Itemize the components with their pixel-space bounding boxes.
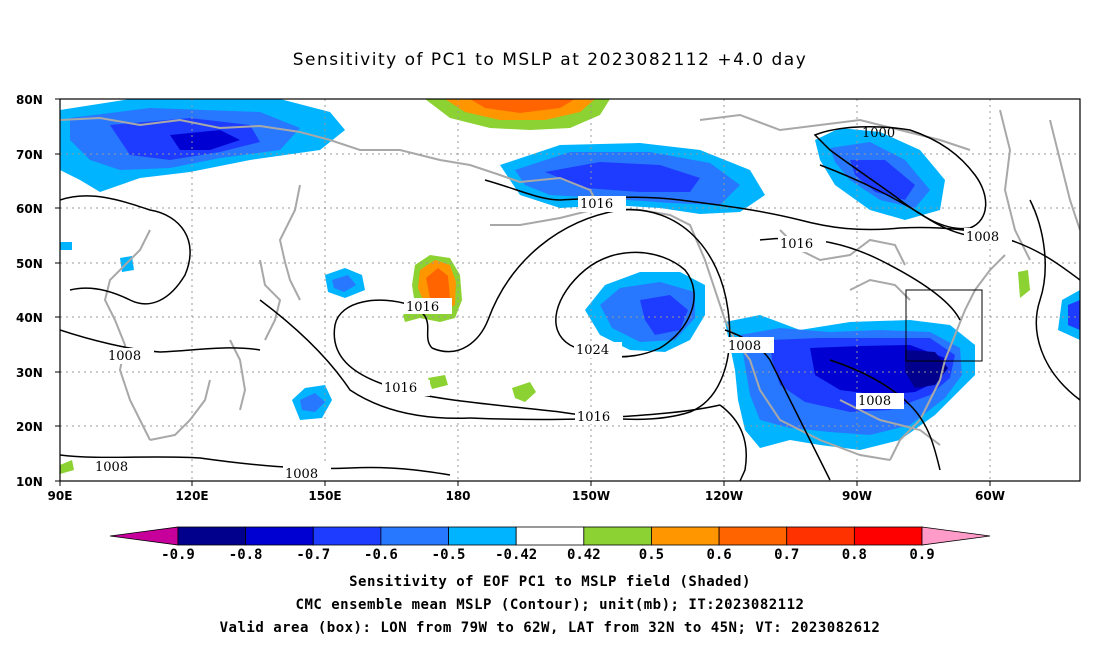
colorbar-segment <box>448 526 517 546</box>
shade-alaska-core <box>545 162 700 192</box>
contour-label-1008-ne: 1008 <box>966 230 999 245</box>
shade-green-small2 <box>512 382 536 402</box>
contour-1008-atlantic <box>1029 199 1080 401</box>
lat-label: 80N <box>16 93 43 107</box>
contour-1008-west <box>60 329 261 353</box>
shade-siberia-dark <box>170 130 240 150</box>
shade-atlantic-core <box>1068 300 1080 330</box>
map-area: 1000 1008 1016 1016 1016 1024 1016 1016 … <box>60 99 1080 482</box>
contour-siberia-1008 <box>60 195 191 305</box>
shade-nepac-core <box>640 295 688 335</box>
lon-label: 180 <box>445 489 470 503</box>
colorbar-tick-label: 0.9 <box>909 547 934 563</box>
mslp-contours <box>60 125 1080 481</box>
longitude-labels: 90E 120E 150E 180 150W 120W 90W 60W <box>48 489 1005 503</box>
lon-label: 120W <box>705 489 743 503</box>
shade-canada-core <box>850 160 915 200</box>
colorbar-tick-label: -0.9 <box>161 547 195 563</box>
lon-label: 90E <box>48 489 73 503</box>
shade-aleutian-red <box>426 268 450 306</box>
colorbar-tick-label: -0.8 <box>229 547 263 563</box>
colorbar-segment <box>515 526 585 546</box>
colorbar-tick-label: 0.7 <box>774 547 799 563</box>
map-frame <box>59 98 1081 482</box>
caption-line-1: Sensitivity of EOF PC1 to MSLP field (Sh… <box>349 574 751 590</box>
colorbar-tick-label: 0.8 <box>842 547 867 563</box>
colorbar-tick-label: -0.7 <box>296 547 330 563</box>
shade-green-small1 <box>428 375 448 389</box>
colorbar-segment <box>245 526 314 546</box>
lon-label: 150W <box>572 489 610 503</box>
contour-1016-pac-south <box>259 299 471 420</box>
contour-label-1008-s: 1008 <box>285 467 318 482</box>
colorbar-segment <box>786 526 855 546</box>
colorbar-segment <box>583 526 652 546</box>
plot-title: Sensitivity of PC1 to MSLP at 2023082112… <box>292 50 808 70</box>
coastlines <box>60 109 1080 461</box>
shade-green-small4 <box>60 460 74 474</box>
colorbar-tick-label: -0.6 <box>364 547 398 563</box>
colorbar-segment <box>718 526 788 546</box>
colorbar-segment <box>177 526 247 546</box>
lat-label: 20N <box>16 420 43 434</box>
contour-label-1016-south: 1016 <box>577 410 610 425</box>
lat-label: 60N <box>16 202 43 216</box>
axis-ticks <box>55 98 991 486</box>
colorbar-max-arrow <box>921 526 991 546</box>
valid-area-box <box>905 289 983 362</box>
contour-label-1016-mid: 1016 <box>384 381 417 396</box>
colorbar-min-arrow <box>109 526 179 546</box>
contour-1000 <box>813 125 987 230</box>
shade-na-darkest <box>905 350 948 388</box>
lat-label: 50N <box>16 257 43 271</box>
shade-philippine-core <box>300 393 325 412</box>
contour-label-1016-north: 1016 <box>580 197 613 212</box>
caption-line-2: CMC ensemble mean MSLP (Contour); unit(m… <box>295 597 805 613</box>
colorbar-segment <box>312 526 382 546</box>
shade-green-small3 <box>1018 270 1030 298</box>
contour-label-1000: 1000 <box>862 126 895 141</box>
colorbar-segment <box>651 526 720 546</box>
colorbar-segment <box>853 526 923 546</box>
contour-labels: 1000 1008 1016 1016 1016 1024 1016 1016 … <box>93 126 1012 482</box>
shade-asia-blob2 <box>60 242 72 250</box>
contour-label-1008-gulf: 1008 <box>858 394 891 409</box>
shade-arctic-red <box>470 99 575 113</box>
lat-label: 10N <box>16 475 43 489</box>
contour-label-1008-sw: 1008 <box>95 460 128 475</box>
lon-label: 150E <box>308 489 341 503</box>
lon-label: 90W <box>842 489 872 503</box>
lat-label: 40N <box>16 311 43 325</box>
contour-label-1008-w: 1008 <box>108 349 141 364</box>
colorbar-segment <box>380 526 449 546</box>
contour-1016-center <box>333 208 731 421</box>
contour-label-1024: 1024 <box>576 343 609 358</box>
colorbar-tick-label: 0.6 <box>706 547 731 563</box>
lat-label: 70N <box>16 148 43 162</box>
colorbar-tick-label: -0.42 <box>495 547 537 563</box>
contour-label-1016-east: 1016 <box>780 237 813 252</box>
contour-1008-gulf <box>829 359 941 471</box>
colorbar: -0.9 -0.8 -0.7 -0.6 -0.5 -0.42 0.42 0.5 0.6 0.7 0.… <box>109 526 991 563</box>
shade-kuril-blob-core <box>332 275 356 292</box>
lon-label: 60W <box>975 489 1005 503</box>
caption-line-3: Valid area (box): LON from 79W to 62W, L… <box>219 620 881 636</box>
contour-1024-east-edge <box>719 404 747 481</box>
colorbar-tick-label: 0.5 <box>639 547 664 563</box>
latitude-labels: 80N 70N 60N 50N 40N 30N 20N 10N <box>16 93 43 489</box>
contour-1008-south <box>60 454 451 476</box>
lon-label: 120E <box>175 489 208 503</box>
sensitivity-shading <box>60 99 1080 474</box>
contour-label-1008-mexico: 1008 <box>728 339 761 354</box>
lat-label: 30N <box>16 366 43 380</box>
colorbar-tick-label: -0.5 <box>432 547 466 563</box>
colorbar-tick-label: 0.42 <box>567 547 601 563</box>
contour-label-1016-west: 1016 <box>406 300 439 315</box>
contour-1024 <box>555 251 695 358</box>
